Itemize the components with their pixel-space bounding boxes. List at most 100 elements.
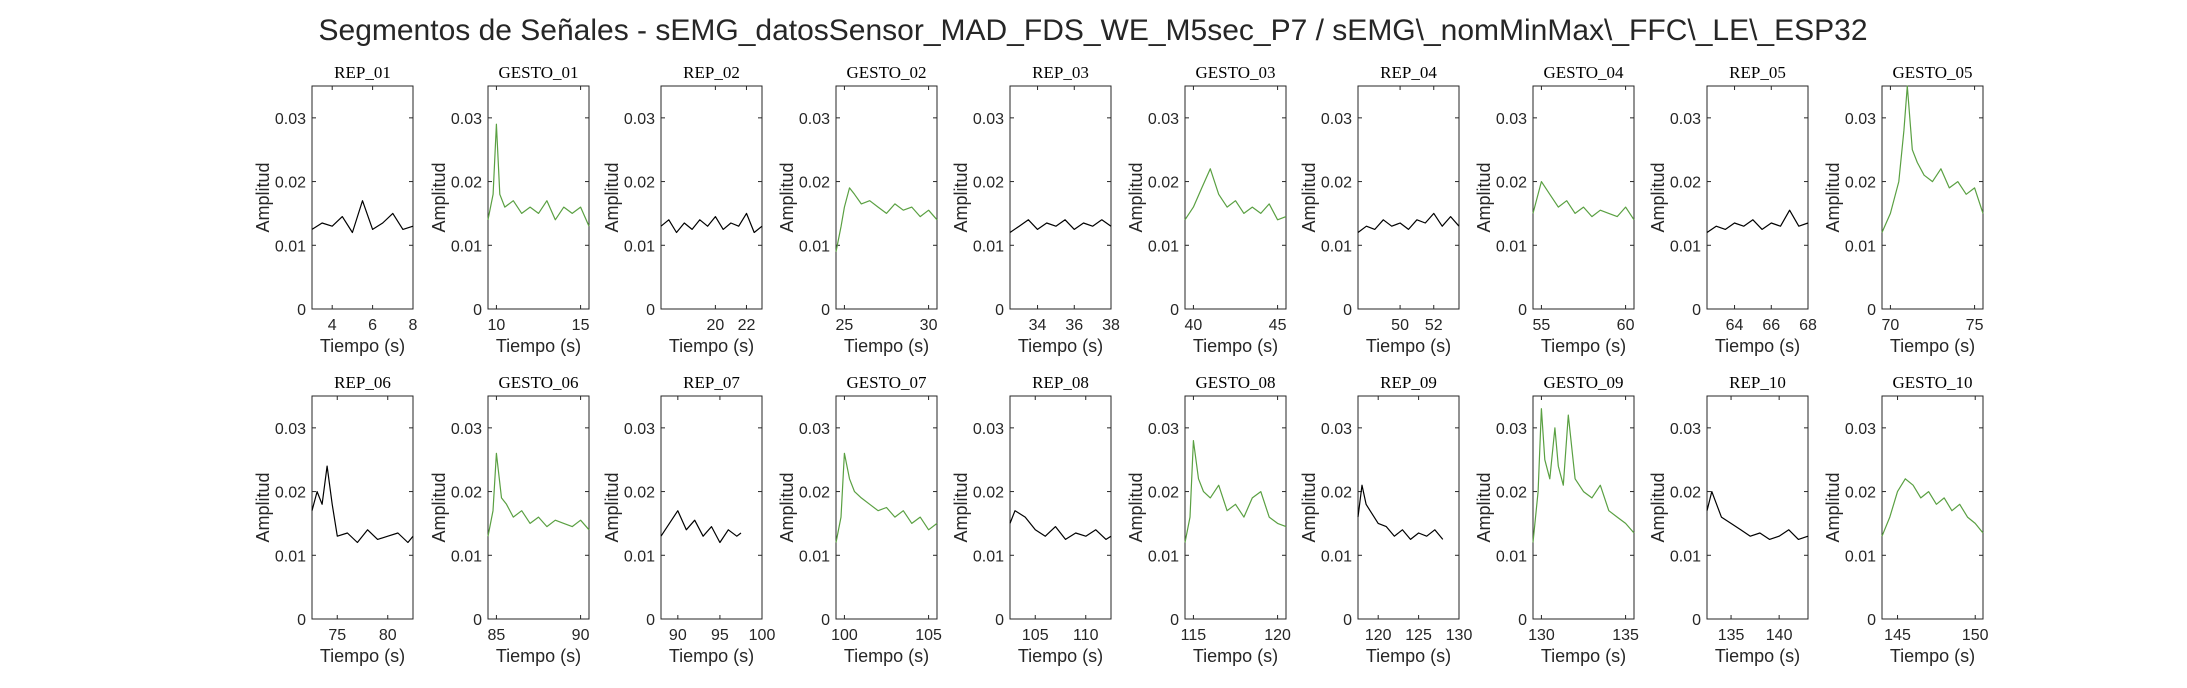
y-tick-label: 0.01 <box>1496 238 1527 255</box>
x-tick-label: 70 <box>1882 317 1900 334</box>
y-tick-label: 0.03 <box>1670 111 1701 128</box>
y-axis-label: Amplitud <box>602 162 622 232</box>
y-tick-label: 0.03 <box>1670 421 1701 438</box>
x-tick-label: 145 <box>1884 627 1911 644</box>
x-tick-label: 120 <box>1365 627 1392 644</box>
subplot-title: REP_06 <box>334 373 391 392</box>
y-tick-label: 0.01 <box>1148 238 1179 255</box>
subplot-title: GESTO_02 <box>847 63 927 82</box>
plot-frame <box>1009 395 1112 620</box>
y-tick-label: 0 <box>1867 612 1876 629</box>
signal-trace <box>1009 219 1112 233</box>
y-tick-label: 0.02 <box>1321 485 1352 502</box>
y-tick-label: 0.03 <box>1321 421 1352 438</box>
y-tick-label: 0.02 <box>1321 175 1352 192</box>
x-tick-label: 45 <box>1269 317 1287 334</box>
x-tick-label: 100 <box>831 627 858 644</box>
y-tick-label: 0.03 <box>451 111 482 128</box>
subplot-title: REP_09 <box>1380 373 1437 392</box>
y-tick-label: 0.01 <box>624 238 655 255</box>
x-tick-label: 130 <box>1528 627 1555 644</box>
plot-frame <box>1881 395 1984 620</box>
x-tick-label: 60 <box>1617 317 1635 334</box>
plot-frame <box>311 85 414 310</box>
x-tick-label: 36 <box>1065 317 1083 334</box>
y-axis-label: Amplitud <box>253 162 273 232</box>
x-tick-label: 50 <box>1391 317 1409 334</box>
y-tick-label: 0 <box>646 302 655 319</box>
signal-trace <box>1532 181 1635 221</box>
y-tick-label: 0.02 <box>275 485 306 502</box>
x-axis-label: Tiempo (s) <box>1890 646 1975 666</box>
x-axis-label: Tiempo (s) <box>1715 336 1800 356</box>
y-tick-label: 0.02 <box>1496 485 1527 502</box>
y-tick-label: 0 <box>1518 612 1527 629</box>
y-axis-label: Amplitud <box>1474 472 1494 542</box>
y-tick-label: 0.02 <box>973 175 1004 192</box>
y-axis-label: Amplitud <box>1474 162 1494 232</box>
y-tick-label: 0 <box>1692 302 1701 319</box>
y-axis-label: Amplitud <box>1126 472 1146 542</box>
x-axis-label: Tiempo (s) <box>1193 336 1278 356</box>
x-tick-label: 6 <box>368 317 377 334</box>
y-tick-label: 0.03 <box>1845 421 1876 438</box>
x-axis-label: Tiempo (s) <box>1541 646 1626 666</box>
y-tick-label: 0 <box>821 302 830 319</box>
x-tick-label: 10 <box>488 317 506 334</box>
x-tick-label: 52 <box>1425 317 1443 334</box>
signal-trace <box>487 123 590 227</box>
y-tick-label: 0 <box>995 302 1004 319</box>
y-tick-label: 0.01 <box>1321 238 1352 255</box>
y-tick-label: 0.03 <box>1321 111 1352 128</box>
subplot-title: GESTO_10 <box>1893 373 1973 392</box>
y-tick-label: 0.03 <box>1148 111 1179 128</box>
y-tick-label: 0.03 <box>973 111 1004 128</box>
signal-trace <box>835 452 938 543</box>
y-tick-label: 0.02 <box>451 175 482 192</box>
y-tick-label: 0.01 <box>1148 548 1179 565</box>
y-tick-label: 0.02 <box>1670 175 1701 192</box>
x-axis-label: Tiempo (s) <box>1890 336 1975 356</box>
y-axis-label: Amplitud <box>602 472 622 542</box>
signal-trace <box>660 212 763 234</box>
signal-trace <box>1532 408 1635 543</box>
subplot-title: GESTO_03 <box>1196 63 1276 82</box>
y-tick-label: 0.03 <box>1496 111 1527 128</box>
subplot-title: REP_10 <box>1729 373 1786 392</box>
x-tick-label: 125 <box>1405 627 1432 644</box>
subplot-title: GESTO_04 <box>1544 63 1624 82</box>
subplot-title: GESTO_07 <box>847 373 927 392</box>
subplot-5: 0 0.01 0.02 0.03 34 36 38 REP_03 Tiempo (s) Ampli… <box>951 63 1120 356</box>
y-axis-label: Amplitud <box>777 162 797 232</box>
subplot-title: GESTO_08 <box>1196 373 1276 392</box>
x-tick-label: 95 <box>711 627 729 644</box>
plot-frame <box>1532 395 1635 620</box>
subplot-1: 0 0.01 0.02 0.03 4 6 8 REP_01 Tiempo (s) Amplitud <box>253 63 418 356</box>
y-tick-label: 0.02 <box>1670 485 1701 502</box>
subplot-8: 0 0.01 0.02 0.03 55 60 GESTO_04 Tiempo (s) Ampli… <box>1474 63 1635 356</box>
y-tick-label: 0.03 <box>275 111 306 128</box>
y-tick-label: 0 <box>1170 612 1179 629</box>
y-tick-label: 0.03 <box>275 421 306 438</box>
subplot-14: 0 0.01 0.02 0.03 100 105 GESTO_07 Tiempo (s) Amp… <box>777 373 942 666</box>
subplot-title: REP_04 <box>1380 63 1437 82</box>
subplot-9: 0 0.01 0.02 0.03 64 66 68 REP_05 Tiempo (s) Ampli… <box>1648 63 1817 356</box>
x-tick-label: 40 <box>1185 317 1203 334</box>
x-tick-label: 150 <box>1962 627 1989 644</box>
x-tick-label: 140 <box>1766 627 1793 644</box>
plot-frame <box>1184 395 1287 620</box>
y-axis-label: Amplitud <box>1126 162 1146 232</box>
figure-title: Segmentos de Señales - sEMG_datosSensor_… <box>319 14 1868 47</box>
x-tick-label: 135 <box>1718 627 1745 644</box>
y-tick-label: 0.03 <box>1845 111 1876 128</box>
y-tick-label: 0.01 <box>973 238 1004 255</box>
y-tick-label: 0 <box>297 612 306 629</box>
x-tick-label: 90 <box>572 627 590 644</box>
x-tick-label: 25 <box>836 317 854 334</box>
x-axis-label: Tiempo (s) <box>1018 336 1103 356</box>
plot-frame <box>311 395 414 620</box>
plot-frame <box>660 85 763 310</box>
y-tick-label: 0.01 <box>451 548 482 565</box>
subplot-4: 0 0.01 0.02 0.03 25 30 GESTO_02 Tiempo (s) Ampli… <box>777 63 938 356</box>
